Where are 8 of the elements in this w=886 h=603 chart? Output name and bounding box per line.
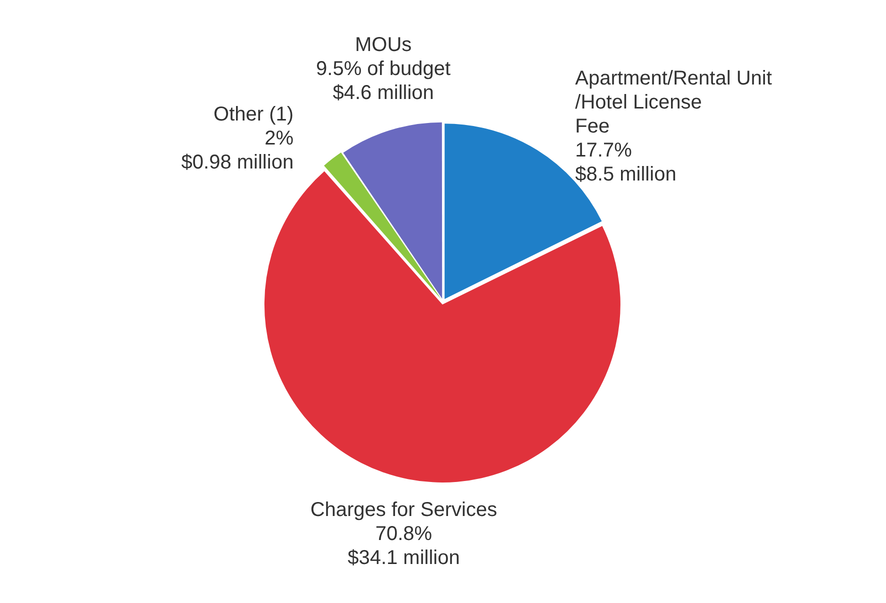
data-label: 9.5% of budget $4.6 million: [316, 58, 452, 104]
slice-label: Other (1): [214, 104, 294, 126]
slice-label: MOUs: [354, 34, 412, 56]
data-label: 70.8% $34.1 million: [348, 523, 460, 570]
slice-label: Apartment/Rental Unit/Hotel License Fee: [575, 68, 772, 138]
slice-label: Charges for Services: [310, 499, 498, 522]
data-label: 2% $0.98 million: [181, 128, 294, 174]
data-label: 17.7% $8.5 million: [575, 140, 676, 186]
